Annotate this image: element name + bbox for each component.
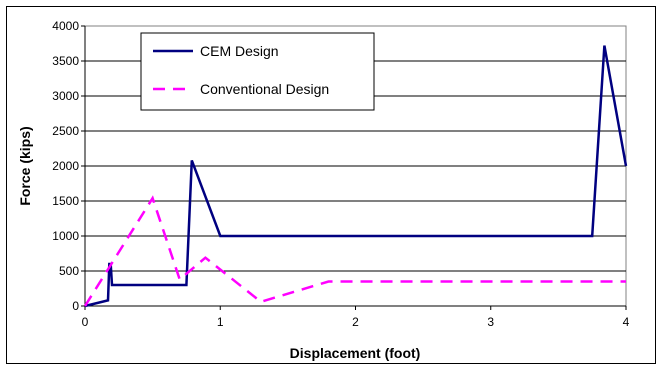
x-axis-title: Displacement (foot) <box>290 345 421 361</box>
y-tick-label: 2500 <box>52 124 79 138</box>
y-axis-title: Force (kips) <box>17 126 33 205</box>
legend-label-cem-design: CEM Design <box>200 43 279 59</box>
legend: CEM Design Conventional Design <box>140 32 375 111</box>
y-tick-label: 4000 <box>52 19 79 33</box>
x-tick-label: 2 <box>352 315 359 329</box>
y-tick-label: 3500 <box>52 54 79 68</box>
y-tick-label: 0 <box>72 299 79 313</box>
series-lines <box>83 45 628 308</box>
chart-frame <box>6 6 656 364</box>
y-tick-label: 3000 <box>52 89 79 103</box>
y-tick-label: 500 <box>59 264 79 278</box>
x-axis-ticks: 0 1 2 3 4 <box>82 305 630 329</box>
x-tick-label: 1 <box>217 315 224 329</box>
y-tick-label: 1000 <box>52 229 79 243</box>
x-tick-label: 3 <box>487 315 494 329</box>
series-line-conventional-design <box>83 195 626 307</box>
legend-box <box>140 32 375 111</box>
x-tick-label: 0 <box>82 315 89 329</box>
y-tick-label: 1500 <box>52 194 79 208</box>
legend-label-conventional-design: Conventional Design <box>200 81 329 97</box>
x-tick-label: 4 <box>623 315 630 329</box>
series-line-cem-design <box>84 45 628 308</box>
y-tick-label: 2000 <box>52 159 79 173</box>
y-axis-ticks: 0 500 1000 1500 2000 2500 3000 3500 4000 <box>52 19 86 313</box>
